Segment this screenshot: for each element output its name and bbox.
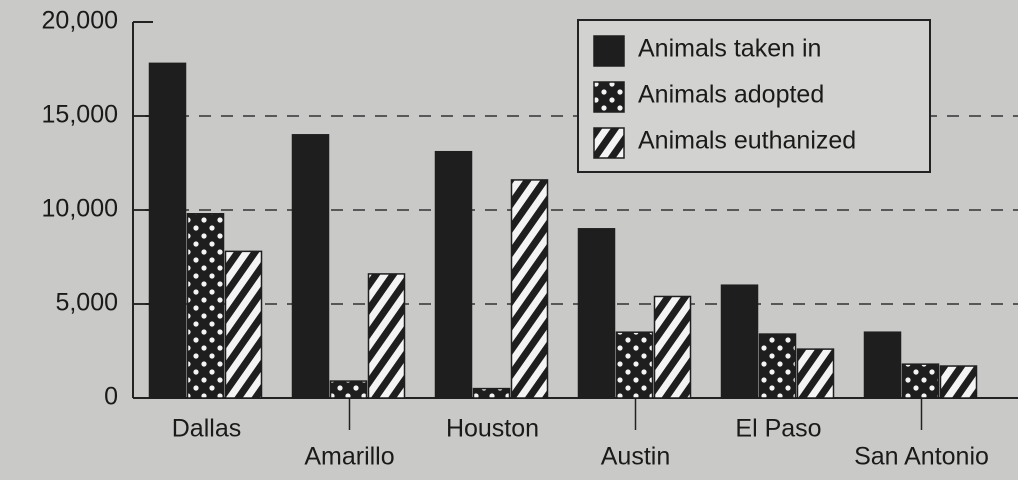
legend-label: Animals euthanized <box>638 127 856 155</box>
legend-swatch <box>594 36 624 66</box>
bar <box>293 135 329 398</box>
bar <box>150 63 186 398</box>
bar <box>617 332 653 398</box>
bar <box>903 364 939 398</box>
y-tick-label: 5,000 <box>55 289 118 317</box>
bar <box>865 332 901 398</box>
bar <box>579 229 615 398</box>
bar <box>941 366 977 398</box>
x-tick-label: San Antonio <box>854 443 989 471</box>
bar <box>512 180 548 398</box>
y-tick-label: 0 <box>104 383 118 411</box>
bar <box>474 389 510 398</box>
x-tick-label: El Paso <box>735 415 821 443</box>
x-tick-label: Houston <box>446 415 539 443</box>
legend-label: Animals adopted <box>638 81 824 109</box>
legend-swatch <box>594 82 624 112</box>
legend-swatch <box>594 128 624 158</box>
bar <box>369 274 405 398</box>
bar <box>722 285 758 398</box>
bar <box>760 334 796 398</box>
bar <box>331 381 367 398</box>
x-tick-label: Amarillo <box>304 443 394 471</box>
bar <box>188 214 224 398</box>
bar <box>655 296 691 398</box>
bar <box>798 349 834 398</box>
chart: 0 5,000 10,000 15,000 20,000 Dallas Amarillo Ho… <box>0 0 1018 480</box>
y-tick-label: 10,000 <box>42 195 118 223</box>
y-tick-label: 15,000 <box>42 101 118 129</box>
bar <box>226 251 262 398</box>
bar <box>436 152 472 398</box>
y-tick-label: 20,000 <box>42 7 118 35</box>
x-tick-label: Dallas <box>172 415 241 443</box>
legend-label: Animals taken in <box>638 35 821 63</box>
x-tick-label: Austin <box>601 443 670 471</box>
